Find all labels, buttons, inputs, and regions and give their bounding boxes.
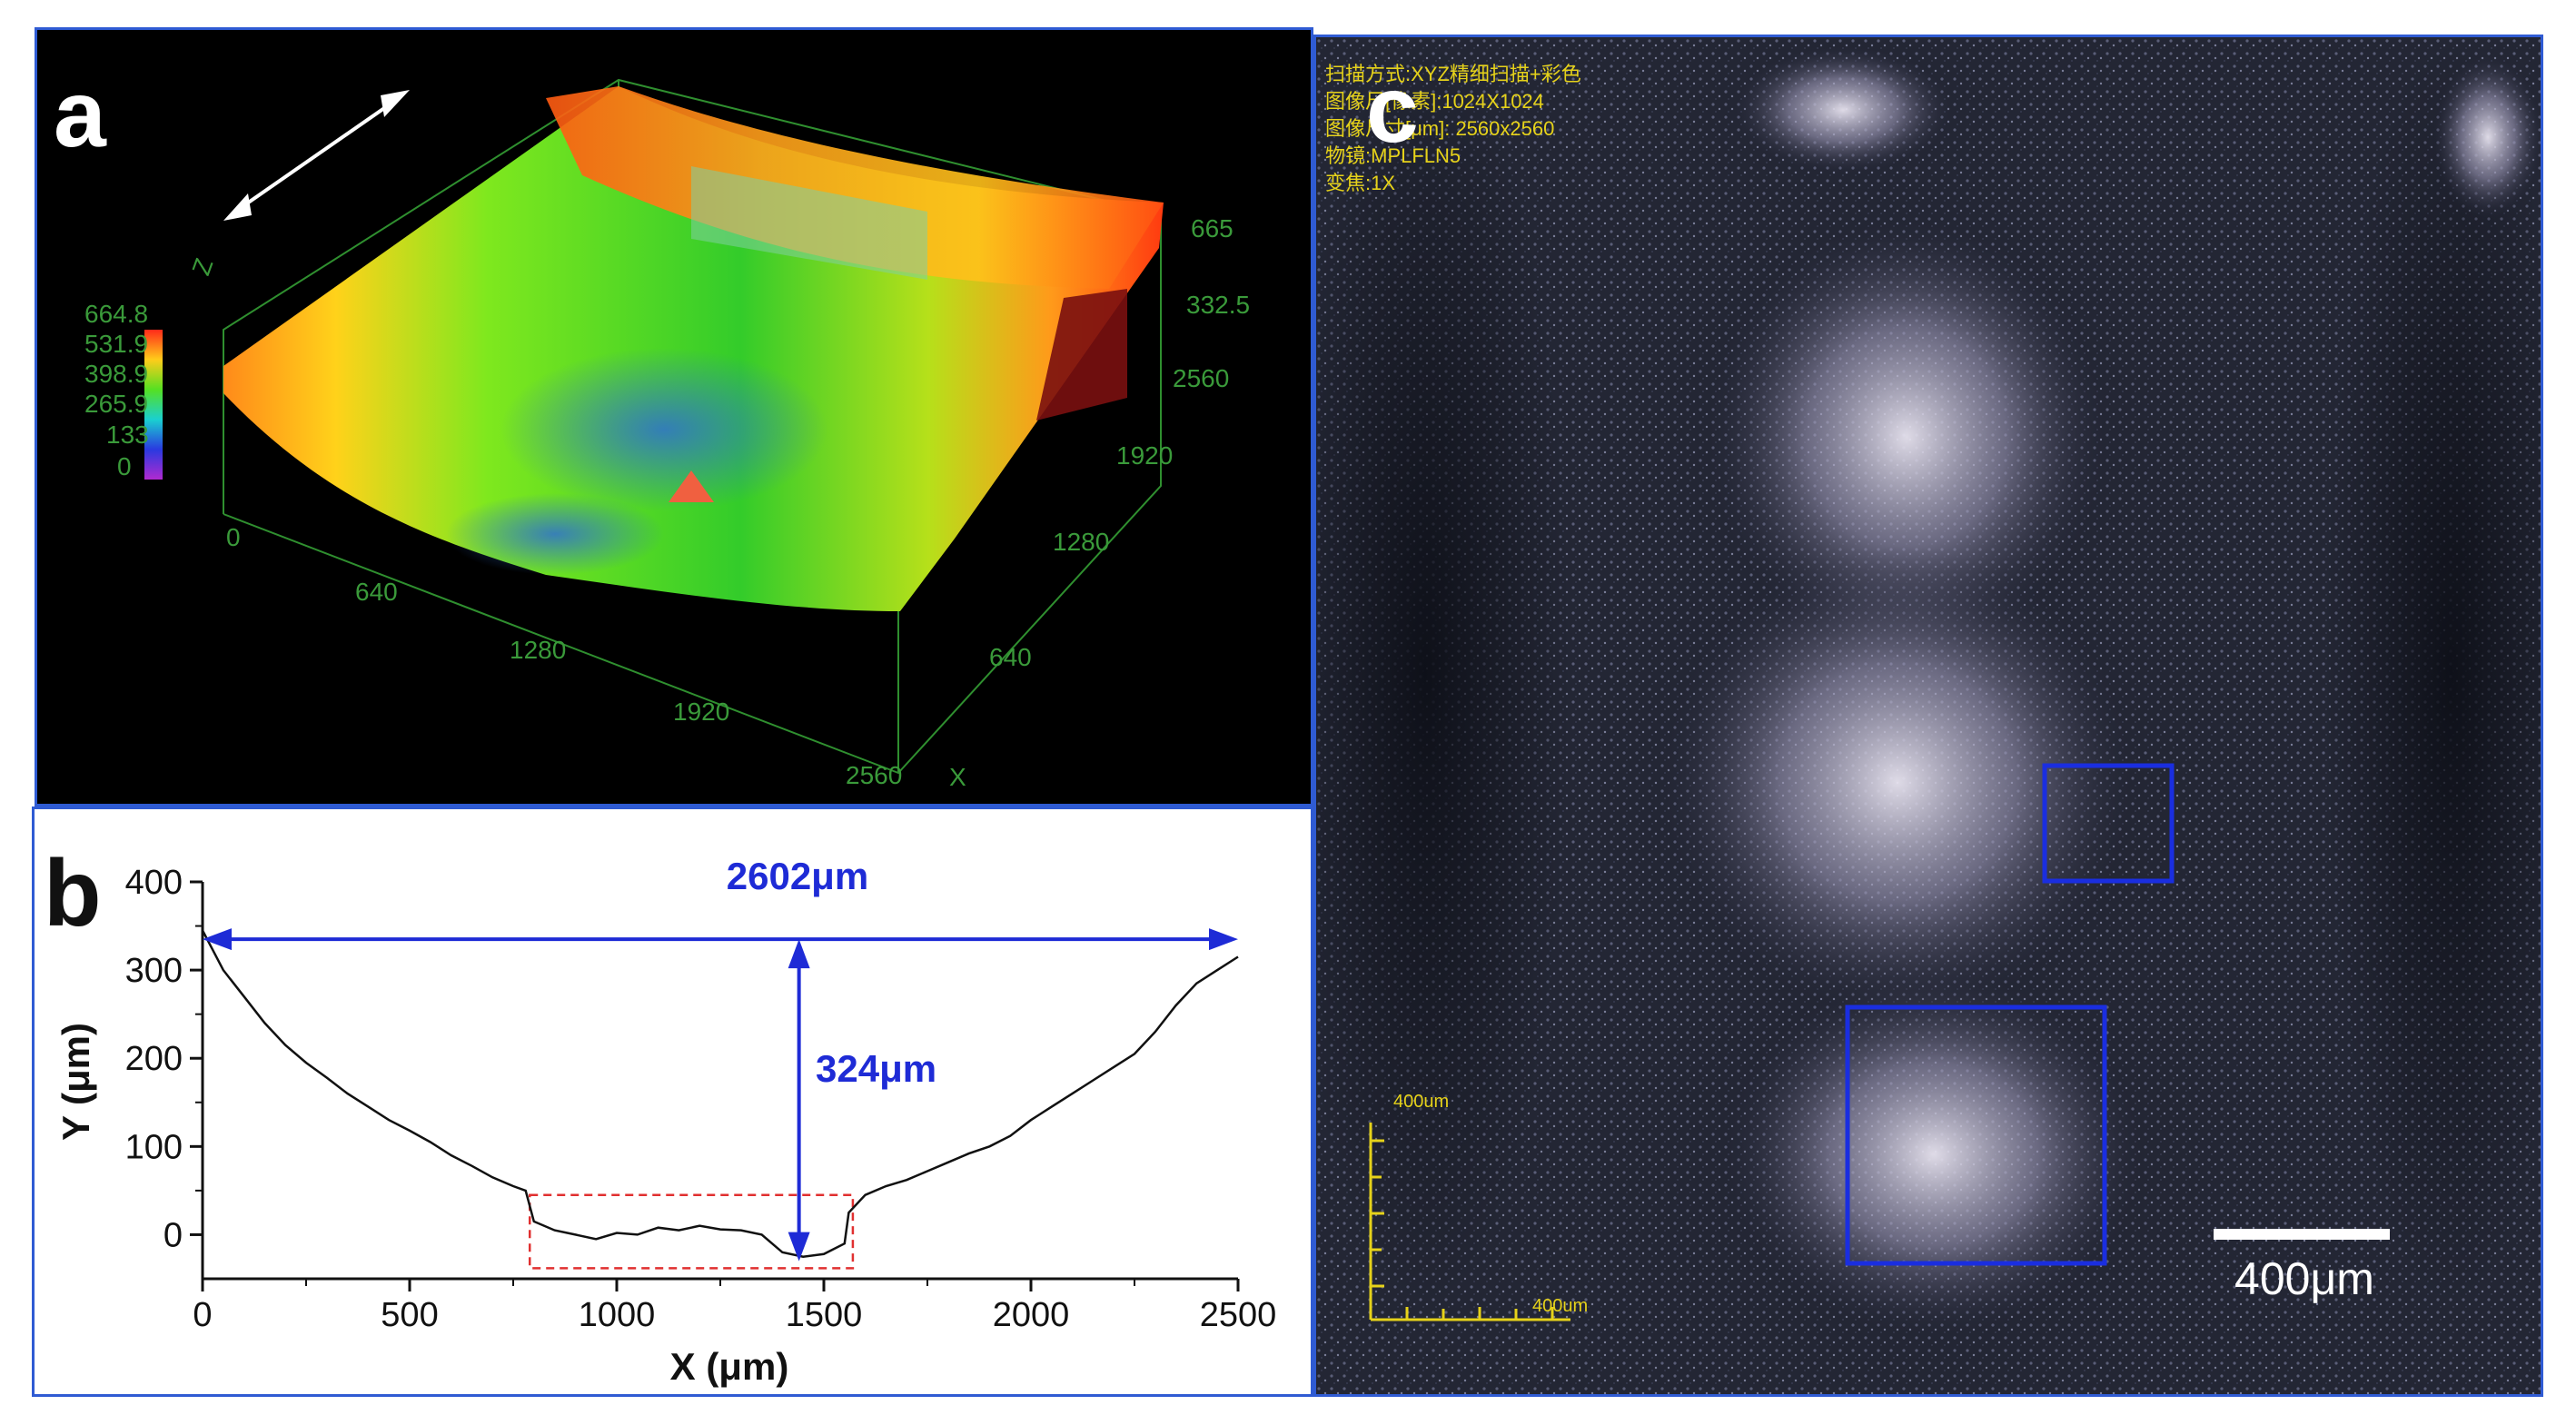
y-tick-label: 400	[125, 864, 183, 902]
position-marker-triangle	[669, 470, 714, 502]
y-tick-label: 100	[125, 1128, 183, 1166]
width-arrowhead-left	[203, 928, 232, 951]
acquisition-info: 扫描方式:XYZ精细扫描+彩色 图像尺[像素]:1024X1024 图像尺寸[μ…	[1325, 63, 1581, 194]
x-tick-label: 2500	[1200, 1296, 1277, 1334]
x-tick-label: 2000	[993, 1296, 1070, 1334]
bright-wear-region	[1661, 546, 2134, 1018]
width-annotation-label: 2602μm	[727, 855, 868, 897]
surface-right-wall	[1036, 289, 1127, 421]
colorbar-tick: 0	[117, 452, 132, 480]
bright-wear-region	[2433, 55, 2541, 219]
y-tick-label: 0	[163, 1216, 183, 1254]
panel-c-letter: c	[1366, 57, 1419, 163]
bright-wear-region	[1725, 973, 2143, 1336]
panel-c-micrograph: 扫描方式:XYZ精细扫描+彩色 图像尺[像素]:1024X1024 图像尺寸[μ…	[1313, 35, 2543, 1397]
y-tick: 640	[989, 643, 1032, 671]
x-axis-title: X	[949, 763, 966, 791]
panel-a-canvas: 664.8 531.9 398.9 265.9 133 0 0 640 1280…	[54, 62, 1250, 791]
y-tick: 1920	[1116, 441, 1173, 470]
info-line: 扫描方式:XYZ精细扫描+彩色	[1325, 63, 1581, 85]
info-line: 物镜:MPLFLN5	[1325, 144, 1461, 167]
panel-a-letter: a	[54, 62, 107, 167]
ruler-label-horizontal: 400um	[1532, 1296, 1588, 1316]
z-tick: 332.5	[1186, 291, 1250, 319]
surface-rear-ridge	[546, 86, 1164, 289]
dark-region	[1316, 37, 1570, 1309]
depth-annotation-label: 324μm	[816, 1047, 936, 1090]
x-tick: 1280	[510, 636, 566, 664]
roi-box-small	[2042, 763, 2175, 884]
ruler-label-vertical: 400um	[1393, 1092, 1449, 1112]
x-axis-title: X (μm)	[670, 1345, 789, 1388]
x-origin-label: 0	[226, 523, 241, 551]
bright-wear-region	[1707, 219, 2106, 655]
roi-box-large	[1845, 1004, 2107, 1266]
depth-arrowhead-top	[788, 939, 810, 969]
scan-direction-arrow	[223, 90, 410, 221]
panel-a-3d-profile: 664.8 531.9 398.9 265.9 133 0 0 640 1280…	[35, 27, 1313, 807]
micrograph-canvas: 扫描方式:XYZ精细扫描+彩色 图像尺[像素]:1024X1024 图像尺寸[μ…	[1316, 37, 2541, 1394]
y-axis-title: Y (μm)	[54, 1023, 97, 1141]
x-tick-label: 500	[381, 1296, 438, 1334]
scale-bar	[2214, 1229, 2390, 1240]
x-tick-label: 1000	[579, 1296, 656, 1334]
scale-bar-label: 400μm	[2234, 1253, 2374, 1304]
x-tick-label: 1500	[786, 1296, 863, 1334]
colorbar-tick: 265.9	[84, 390, 148, 418]
width-arrowhead-right	[1209, 928, 1238, 951]
depth-arrowhead-bottom	[788, 1232, 810, 1262]
x-tick: 2560	[846, 761, 902, 789]
yellow-ruler	[1369, 1123, 1570, 1321]
z-axis-title: Z	[187, 254, 219, 279]
panel-b-letter: b	[44, 841, 102, 946]
x-tick: 640	[355, 578, 398, 606]
surface-low-region	[500, 348, 827, 511]
profile-line	[201, 929, 1239, 1258]
colorbar-labels: 664.8 531.9 398.9 265.9 133 0	[84, 300, 149, 480]
y-tick: 1280	[1053, 528, 1109, 556]
surface-transparent-strip	[691, 166, 927, 280]
colorbar-tick: 531.9	[84, 330, 148, 358]
panel-b-profile-chart: b Y (μm) X (μm) 0 500 1000 1500 2000 2500 0 100…	[32, 807, 1313, 1397]
colorbar-tick: 398.9	[84, 360, 148, 388]
info-line: 图像尺寸[μm]: 2560x2560	[1325, 117, 1554, 140]
x-tick-label: 0	[193, 1296, 212, 1334]
colorbar	[144, 330, 163, 480]
z-tick: 665	[1191, 214, 1234, 242]
bright-wear-region	[1734, 46, 1952, 173]
surface-low-region	[446, 493, 664, 575]
profile-chart-svg: b Y (μm) X (μm) 0 500 1000 1500 2000 2500 0 100…	[44, 841, 1277, 1388]
y-tick: 2560	[1173, 364, 1229, 392]
x-tick: 1920	[673, 698, 729, 726]
info-line: 图像尺[像素]:1024X1024	[1325, 90, 1544, 113]
y-tick-label: 200	[125, 1040, 183, 1078]
colorbar-tick: 664.8	[84, 300, 148, 328]
dark-region	[2324, 37, 2541, 1309]
y-tick-label: 300	[125, 952, 183, 990]
info-line: 变焦:1X	[1325, 172, 1395, 194]
colorbar-tick: 133	[106, 421, 149, 449]
flat-bottom-highlight-box	[528, 1193, 855, 1270]
